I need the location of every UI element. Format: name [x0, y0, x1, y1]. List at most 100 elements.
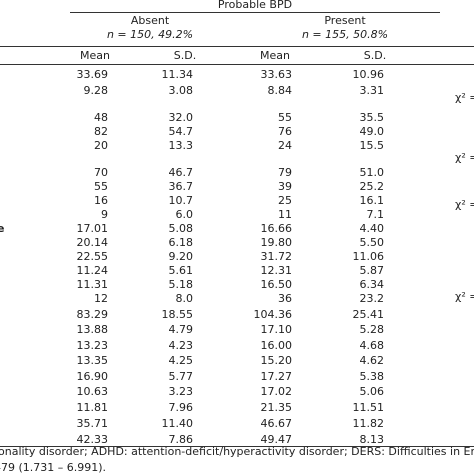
table-cell: 54.7 — [168, 125, 194, 138]
table-cell: 13.3 — [168, 139, 194, 152]
table-cell: 16 — [94, 194, 108, 207]
table-cell: 12 — [94, 292, 108, 305]
table-cell: 7.96 — [168, 401, 194, 414]
stat-header: S.D. — [363, 49, 387, 62]
rule — [70, 12, 440, 13]
table-cell: 5.38 — [359, 370, 385, 383]
table-cell: 4.40 — [359, 222, 385, 235]
table-cell: 70 — [94, 166, 108, 179]
table-cell: 31.72 — [260, 250, 293, 263]
table-cell: 4.62 — [359, 354, 385, 367]
table-cell: 3.23 — [168, 385, 194, 398]
table-cell: 16.50 — [260, 278, 293, 291]
table-cell: 11.06 — [352, 250, 385, 263]
table-cell: 4.25 — [168, 354, 194, 367]
footnote: onality disorder; ADHD: attention-defici… — [0, 445, 474, 458]
table-cell: 6.0 — [175, 208, 194, 221]
table-cell: 11.81 — [76, 401, 109, 414]
stat-header: Mean — [80, 49, 110, 62]
table-cell: 16.90 — [76, 370, 109, 383]
table-cell: 46.7 — [168, 166, 194, 179]
table-cell: 20 — [94, 139, 108, 152]
table-cell: 5.18 — [168, 278, 194, 291]
chi-fragment: χ² = — [455, 290, 474, 303]
table-cell: 15.5 — [359, 139, 385, 152]
table-cell: 11.34 — [161, 68, 194, 81]
table-cell: 7.1 — [366, 208, 385, 221]
table-cell: 33.63 — [260, 68, 293, 81]
table-cell: 5.28 — [359, 323, 385, 336]
table-cell: 16.66 — [260, 222, 293, 235]
table-cell: 51.0 — [359, 166, 385, 179]
table-cell: 10.96 — [352, 68, 385, 81]
table-cell: 49.47 — [260, 433, 293, 446]
table-cell: 17.01 — [76, 222, 109, 235]
group-header: Probable BPD — [217, 0, 293, 11]
column-header: Present — [324, 14, 366, 27]
column-n: n = 150, 49.2% — [106, 28, 194, 41]
table-cell: 9.28 — [83, 84, 109, 97]
table-cell: 11.82 — [352, 417, 385, 430]
table-cell: 11.31 — [76, 278, 109, 291]
table-cell: 42.33 — [76, 433, 109, 446]
table-cell: 22.55 — [76, 250, 109, 263]
table-cell: 8.13 — [359, 433, 385, 446]
table-cell: 35.5 — [359, 111, 385, 124]
table-cell: 48 — [94, 111, 108, 124]
table-cell: 32.0 — [168, 111, 194, 124]
table-cell: 11 — [278, 208, 292, 221]
table-cell: 36 — [278, 292, 292, 305]
table-cell: 25.41 — [352, 308, 385, 321]
table-cell: 39 — [278, 180, 292, 193]
table-cell: 11.51 — [352, 401, 385, 414]
chi-fragment: χ² = — [455, 151, 474, 164]
table-cell: 11.24 — [76, 264, 109, 277]
table-cell: 5.50 — [359, 236, 385, 249]
table-cell: 6.18 — [168, 236, 194, 249]
table-cell: 8.0 — [175, 292, 194, 305]
table-cell: 10.7 — [168, 194, 194, 207]
table-cell: 5.61 — [168, 264, 194, 277]
chi-fragment: χ² = — [455, 198, 474, 211]
table-cell: 3.08 — [168, 84, 194, 97]
table-cell: 16.1 — [359, 194, 385, 207]
table-cell: 17.10 — [260, 323, 293, 336]
table-cell: 13.35 — [76, 354, 109, 367]
table-cell: 49.0 — [359, 125, 385, 138]
table-cell: 15.20 — [260, 354, 293, 367]
table-cell: 17.02 — [260, 385, 293, 398]
table-cell: 20.14 — [76, 236, 109, 249]
table-cell: 12.31 — [260, 264, 293, 277]
table-cell: 5.77 — [168, 370, 194, 383]
column-header: Absent — [130, 14, 170, 27]
stat-header: S.D. — [173, 49, 197, 62]
chi-fragment: χ² = — [455, 91, 474, 104]
table-cell: 79 — [278, 166, 292, 179]
table-cell: 17.27 — [260, 370, 293, 383]
table-cell: 19.80 — [260, 236, 293, 249]
table-cell: 3.31 — [359, 84, 385, 97]
table-cell: 18.55 — [161, 308, 194, 321]
table-cell: 16.00 — [260, 339, 293, 352]
rule — [0, 446, 474, 447]
table-cell: 9 — [101, 208, 108, 221]
table-cell: 76 — [278, 125, 292, 138]
table-cell: 8.84 — [267, 84, 293, 97]
table-cell: 4.23 — [168, 339, 194, 352]
table-cell: 9.20 — [168, 250, 194, 263]
table-cell: 24 — [278, 139, 292, 152]
column-n: n = 155, 50.8% — [301, 28, 389, 41]
table-cell: 55 — [278, 111, 292, 124]
table-cell: 7.86 — [168, 433, 194, 446]
table-cell: 104.36 — [253, 308, 293, 321]
table-cell: 83.29 — [76, 308, 109, 321]
table-cell: 55 — [94, 180, 108, 193]
table-cell: 21.35 — [260, 401, 293, 414]
footnote: 479 (1.731 – 6.991). — [0, 461, 107, 474]
table-cell: 6.34 — [359, 278, 385, 291]
table-cell: 25.2 — [359, 180, 385, 193]
table-cell: 46.67 — [260, 417, 293, 430]
table-cell: 25 — [278, 194, 292, 207]
stat-header: Mean — [260, 49, 290, 62]
